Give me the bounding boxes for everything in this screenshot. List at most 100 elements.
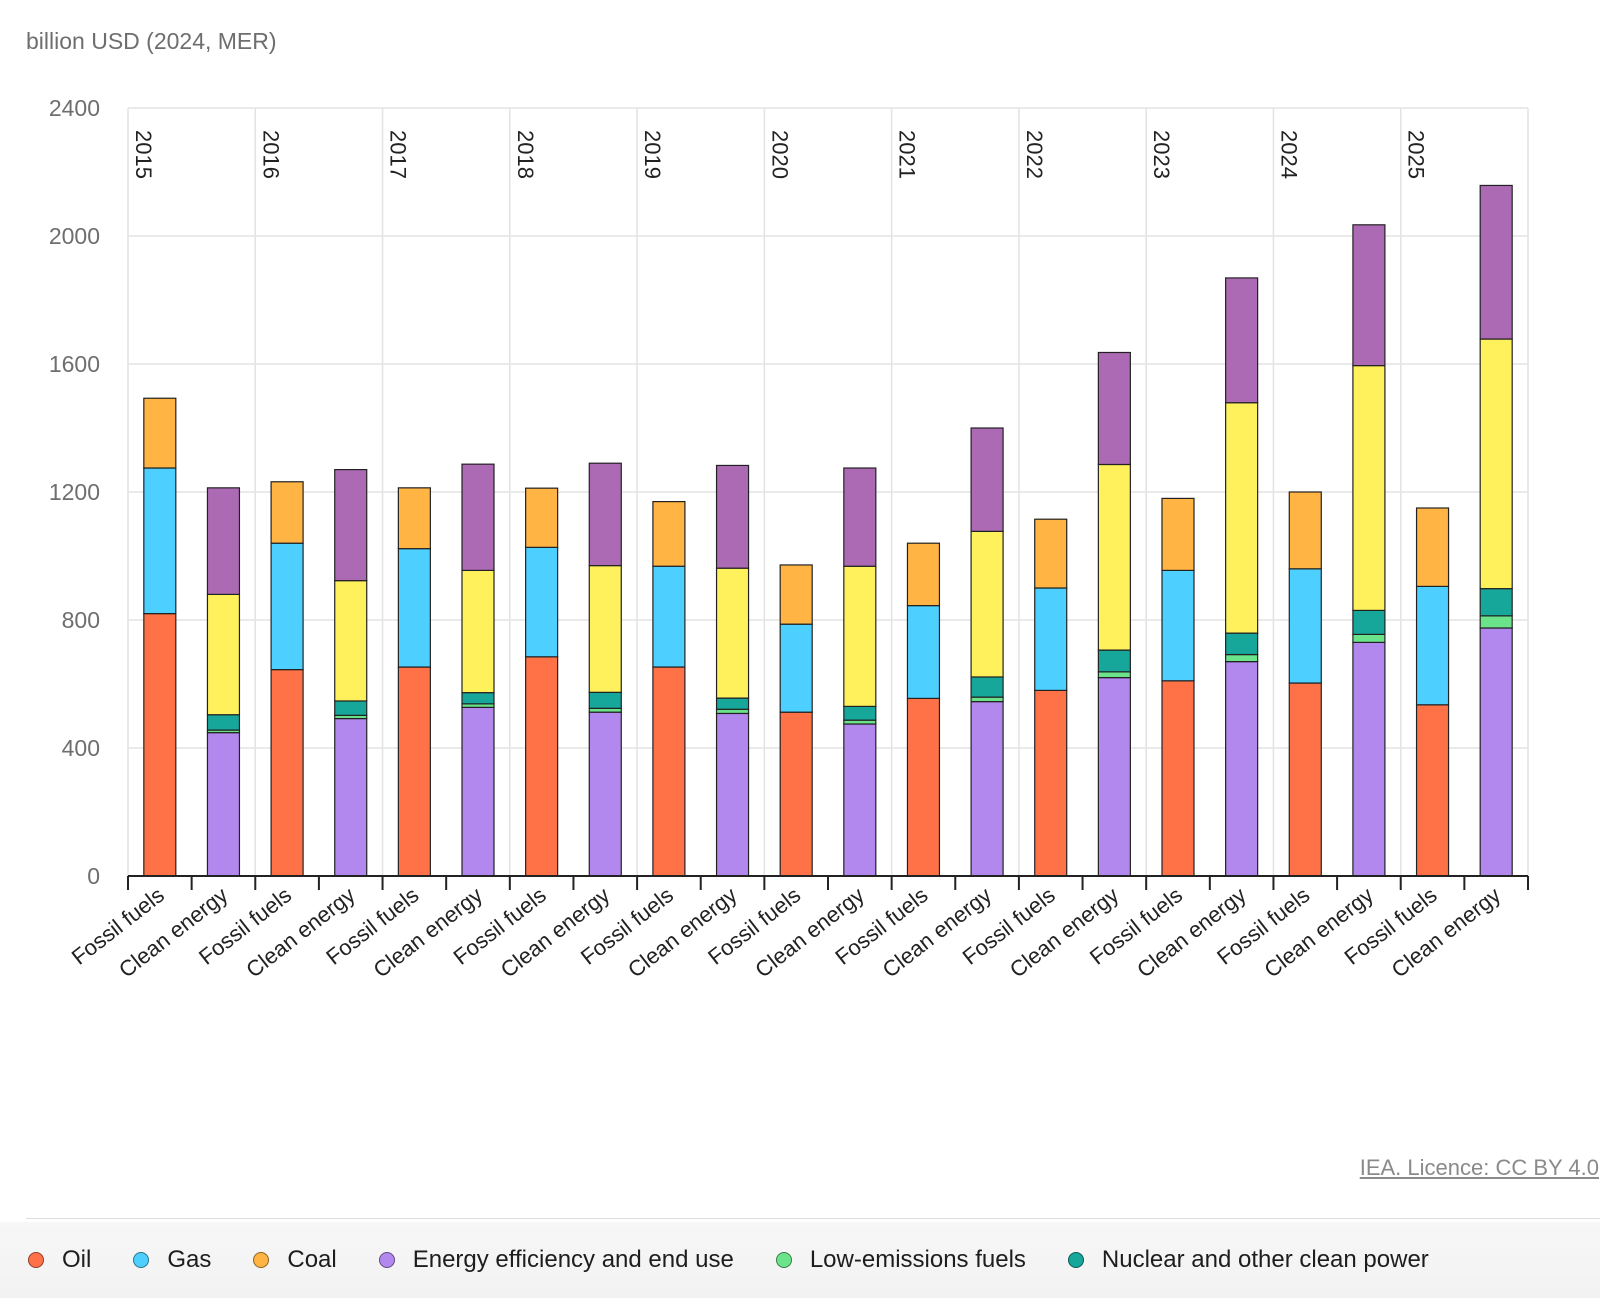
- bar-segment-oil[interactable]: [1415, 704, 1450, 877]
- bar-segment-grids-and-storage[interactable]: [843, 467, 877, 567]
- bar-segment-nuclear-and-other-clean-power[interactable]: [206, 714, 241, 731]
- bar-segment-coal[interactable]: [1415, 507, 1450, 588]
- bar-segment-coal[interactable]: [906, 542, 941, 607]
- bar-segment-low-emissions-fuels[interactable]: [970, 696, 1004, 703]
- bar-segment-gas[interactable]: [397, 548, 431, 668]
- legend-item-nuclear[interactable]: Nuclear and other clean power: [1067, 1246, 1429, 1274]
- bar-segment-energy-efficiency-and-end-use[interactable]: [206, 732, 241, 877]
- bar-segment-renewable-power[interactable]: [461, 569, 495, 694]
- bar-segment-coal[interactable]: [779, 564, 813, 625]
- bar-segment-grids-and-storage[interactable]: [461, 463, 495, 572]
- bar-segment-gas[interactable]: [779, 623, 813, 713]
- bar-segment-oil[interactable]: [1034, 689, 1068, 877]
- bar-segment-energy-efficiency-and-end-use[interactable]: [1097, 676, 1131, 877]
- bar-segment-energy-efficiency-and-end-use[interactable]: [1352, 641, 1386, 877]
- bar-segment-low-emissions-fuels[interactable]: [1352, 633, 1386, 644]
- legend-swatch: [775, 1252, 792, 1268]
- y-tick-label: 2400: [49, 95, 100, 121]
- bar-segment-oil[interactable]: [906, 697, 941, 877]
- y-tick-label: 1600: [49, 351, 100, 377]
- legend-swatch: [133, 1252, 150, 1268]
- bar-segment-oil[interactable]: [525, 656, 559, 877]
- bar-segment-gas[interactable]: [1288, 568, 1322, 684]
- x-category-label: Clean energy: [496, 882, 615, 982]
- bar-segment-nuclear-and-other-clean-power[interactable]: [588, 691, 622, 709]
- bar-segment-oil[interactable]: [270, 668, 304, 877]
- bar-segment-coal[interactable]: [1161, 497, 1195, 571]
- bar-segment-coal[interactable]: [270, 481, 304, 544]
- license-link[interactable]: IEA. Licence: CC BY 4.0: [1359, 1155, 1599, 1180]
- bar-segment-gas[interactable]: [906, 604, 941, 699]
- bar-segment-nuclear-and-other-clean-power[interactable]: [970, 676, 1004, 698]
- bar-segment-grids-and-storage[interactable]: [1097, 351, 1131, 466]
- bar-segment-coal[interactable]: [652, 501, 686, 567]
- bar-segment-renewable-power[interactable]: [1479, 338, 1513, 590]
- bar-segment-oil[interactable]: [397, 666, 431, 877]
- bar-segment-coal[interactable]: [525, 487, 559, 548]
- bar-segment-renewable-power[interactable]: [843, 565, 877, 707]
- bar-segment-nuclear-and-other-clean-power[interactable]: [1352, 609, 1386, 636]
- y-tick-label: 2000: [49, 223, 100, 249]
- bar-segment-low-emissions-fuels[interactable]: [1225, 653, 1259, 663]
- bar-segment-grids-and-storage[interactable]: [206, 487, 241, 595]
- bar-segment-renewable-power[interactable]: [206, 593, 241, 716]
- bar-segment-oil[interactable]: [652, 666, 686, 877]
- bar-segment-coal[interactable]: [1288, 491, 1322, 570]
- bar-segment-gas[interactable]: [1034, 587, 1068, 692]
- bar-segment-grids-and-storage[interactable]: [970, 427, 1004, 532]
- bar-segment-coal[interactable]: [1034, 518, 1068, 589]
- bar-segment-nuclear-and-other-clean-power[interactable]: [1479, 588, 1513, 617]
- y-tick-label: 1200: [49, 479, 100, 505]
- bar-segment-nuclear-and-other-clean-power[interactable]: [715, 697, 750, 710]
- bar-segment-grids-and-storage[interactable]: [588, 462, 622, 567]
- bar-segment-energy-efficiency-and-end-use[interactable]: [843, 723, 877, 877]
- bar-segment-low-emissions-fuels[interactable]: [1479, 615, 1513, 629]
- group-year-label: 2021: [895, 130, 920, 179]
- bar-segment-grids-and-storage[interactable]: [1225, 277, 1259, 404]
- legend-item-oil[interactable]: Oil: [28, 1246, 91, 1274]
- bar-segment-renewable-power[interactable]: [1097, 463, 1131, 651]
- bar-segment-nuclear-and-other-clean-power[interactable]: [1097, 649, 1131, 673]
- bar-segment-oil[interactable]: [1288, 682, 1322, 877]
- bar-segment-gas[interactable]: [1161, 569, 1195, 682]
- bar-segment-renewable-power[interactable]: [1225, 402, 1259, 634]
- bar-segment-renewable-power[interactable]: [715, 567, 750, 699]
- legend-item-coal[interactable]: Coal: [253, 1246, 337, 1274]
- bar-segment-renewable-power[interactable]: [334, 580, 368, 702]
- bar-segment-low-emissions-fuels[interactable]: [1097, 671, 1131, 679]
- bar-segment-oil[interactable]: [779, 711, 813, 877]
- bar-segment-gas[interactable]: [143, 467, 177, 615]
- bar-segment-energy-efficiency-and-end-use[interactable]: [715, 712, 750, 877]
- bar-segment-grids-and-storage[interactable]: [715, 464, 750, 569]
- bar-segment-nuclear-and-other-clean-power[interactable]: [461, 692, 495, 705]
- stacked-bar-chart: 0 400 800 1200 1600 2000 2400 2015 2016 2017 2018 2…: [49, 95, 1529, 983]
- bar-segment-renewable-power[interactable]: [588, 564, 622, 693]
- bar-segment-gas[interactable]: [1415, 585, 1450, 706]
- legend-item-gas[interactable]: Gas: [133, 1246, 211, 1274]
- legend-item-low-emissions[interactable]: Low-emissions fuels: [775, 1246, 1026, 1274]
- bar-segment-coal[interactable]: [143, 397, 177, 469]
- bar-segment-energy-efficiency-and-end-use[interactable]: [970, 700, 1004, 877]
- group-year-label: 2018: [513, 130, 538, 179]
- bar-segment-gas[interactable]: [270, 542, 304, 671]
- bar-segment-renewable-power[interactable]: [970, 530, 1004, 678]
- bar-segment-grids-and-storage[interactable]: [1352, 224, 1386, 367]
- bar-segment-energy-efficiency-and-end-use[interactable]: [1225, 660, 1259, 877]
- bar-segment-oil[interactable]: [143, 612, 177, 877]
- bar-segment-energy-efficiency-and-end-use[interactable]: [588, 711, 622, 877]
- bar-segment-gas[interactable]: [525, 546, 559, 658]
- bar-segment-renewable-power[interactable]: [1352, 365, 1386, 612]
- bar-segment-energy-efficiency-and-end-use[interactable]: [334, 717, 368, 877]
- bar-segment-low-emissions-fuels[interactable]: [715, 708, 750, 715]
- bar-segment-grids-and-storage[interactable]: [334, 469, 368, 582]
- bar-segment-nuclear-and-other-clean-power[interactable]: [1225, 632, 1259, 656]
- bar-segment-energy-efficiency-and-end-use[interactable]: [461, 706, 495, 877]
- legend-item-efficiency[interactable]: Energy efficiency and end use: [378, 1246, 734, 1274]
- bar-segment-grids-and-storage[interactable]: [1479, 184, 1513, 340]
- bar-segment-oil[interactable]: [1161, 680, 1195, 877]
- bar-segment-coal[interactable]: [397, 487, 431, 550]
- bar-segment-nuclear-and-other-clean-power[interactable]: [334, 700, 368, 716]
- bar-segment-gas[interactable]: [652, 565, 686, 668]
- bar-segment-energy-efficiency-and-end-use[interactable]: [1479, 627, 1513, 877]
- bar-segment-nuclear-and-other-clean-power[interactable]: [843, 705, 877, 721]
